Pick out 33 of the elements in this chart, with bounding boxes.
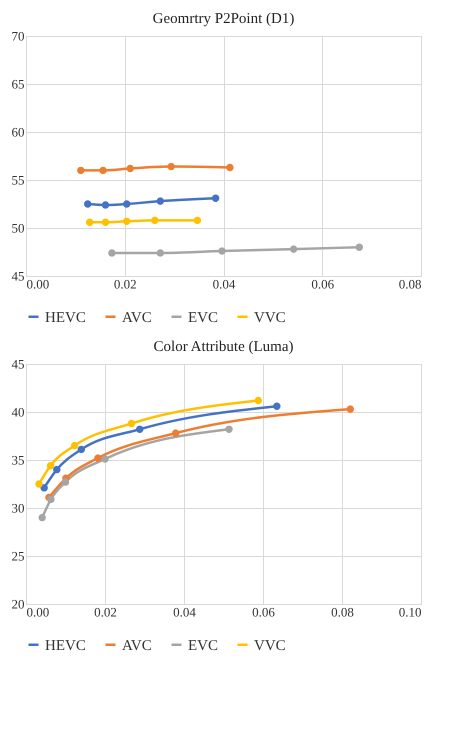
chart-title: Color Attribute (Luma): [154, 339, 294, 355]
legend-label: HEVC: [45, 638, 86, 654]
x-tick-label: 0.08: [331, 604, 354, 620]
legend-label: AVC: [122, 310, 152, 326]
legend-label: VVC: [254, 638, 286, 654]
x-tick-label: 0.02: [114, 276, 137, 292]
y-tick-label: 40: [12, 404, 24, 420]
y-tick-label: 50: [12, 220, 24, 236]
y-tick-label: 70: [12, 28, 24, 44]
legend-label: HEVC: [45, 310, 86, 326]
y-tick-label: 60: [12, 124, 24, 140]
y-tick-label: 25: [12, 548, 24, 564]
x-tick-label: 0.06: [311, 276, 335, 292]
y-tick-label: 30: [12, 500, 24, 516]
y-tick-label: 55: [12, 172, 24, 188]
legend-label: EVC: [188, 310, 218, 326]
x-tick-label: 0.02: [94, 604, 117, 620]
y-tick-label: 35: [12, 452, 24, 468]
x-tick-label: 0.10: [398, 604, 422, 620]
x-tick-label: 0.04: [173, 604, 196, 620]
chart-title: Geomrtry P2Point (D1): [152, 11, 294, 27]
y-tick-label: 45: [12, 356, 24, 372]
y-tick-label: 65: [12, 76, 24, 92]
legend-label: EVC: [188, 638, 218, 654]
x-tick-label: 0.00: [26, 276, 50, 292]
y-tick-label: 45: [12, 268, 24, 284]
x-tick-label: 0.00: [26, 604, 50, 620]
legend-label: AVC: [122, 638, 152, 654]
x-tick-label: 0.08: [398, 276, 422, 292]
legend-label: VVC: [254, 310, 286, 326]
x-tick-label: 0.06: [252, 604, 276, 620]
y-tick-label: 20: [12, 596, 24, 612]
x-tick-label: 0.04: [212, 276, 236, 292]
